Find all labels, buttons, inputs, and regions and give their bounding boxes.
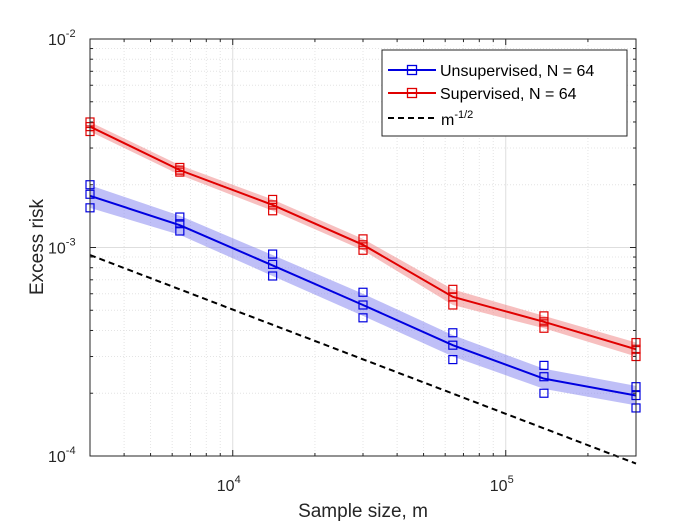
- x-tick-label: 105: [490, 474, 514, 495]
- x-tick-label-base: 10: [490, 478, 508, 495]
- y-tick-label-exponent: -2: [66, 28, 76, 40]
- legend-label-reference: m-1/2: [441, 109, 473, 129]
- y-tick-label-exponent: -3: [66, 237, 76, 249]
- x-tick-label-exponent: 5: [508, 474, 514, 486]
- marker-unsupervised: [539, 360, 549, 370]
- band-unsupervised: [90, 185, 636, 406]
- y-tick-label: 10-3: [48, 237, 76, 258]
- legend-label-supervised: Supervised, N = 64: [440, 86, 577, 103]
- marker-unsupervised: [448, 354, 458, 365]
- series-line-reference: [89, 254, 637, 465]
- marker-supervised: [268, 194, 278, 205]
- marker-unsupervised: [358, 287, 368, 297]
- series-line-unsupervised: [89, 194, 637, 397]
- marker-unsupervised: [358, 313, 368, 323]
- legend-label-reference-base: m: [441, 112, 454, 129]
- marker-unsupervised: [175, 226, 185, 236]
- marker-unsupervised: [539, 388, 549, 398]
- marker-supervised: [539, 317, 549, 327]
- legend: Unsupervised, N = 64 Supervised, N = 64 …: [381, 49, 628, 137]
- marker-unsupervised: [268, 259, 278, 269]
- confidence-bands: [90, 121, 636, 406]
- marker-supervised: [358, 245, 368, 255]
- x-axis-label: Sample size, m: [298, 501, 428, 522]
- marker-unsupervised: [268, 249, 278, 259]
- y-axis-label: Excess risk: [27, 198, 48, 295]
- x-tick-label-base: 10: [217, 478, 235, 495]
- y-tick-label-base: 10: [48, 241, 66, 258]
- marker-unsupervised: [448, 340, 458, 350]
- marker-supervised: [268, 200, 278, 210]
- marker-supervised: [175, 162, 185, 173]
- series-line-supervised: [89, 125, 637, 351]
- marker-supervised: [539, 311, 549, 321]
- marker-supervised: [539, 323, 549, 333]
- y-tick-label: 10-2: [48, 28, 76, 49]
- y-tick-label-base: 10: [48, 449, 66, 466]
- y-tick-label-exponent: -4: [66, 445, 76, 457]
- y-tick-label: 10-4: [48, 445, 76, 466]
- marker-supervised: [268, 206, 278, 216]
- series-lines: [89, 125, 637, 465]
- legend-marker-unsupervised: [406, 64, 418, 76]
- marker-unsupervised: [358, 300, 368, 310]
- marker-supervised: [358, 234, 368, 244]
- y-tick-label-base: 10: [48, 32, 66, 49]
- legend-label-reference-exponent: -1/2: [454, 109, 473, 121]
- marker-supervised: [448, 284, 458, 294]
- marker-unsupervised: [448, 328, 458, 338]
- legend-marker-supervised: [406, 87, 418, 99]
- legend-label-unsupervised: Unsupervised, N = 64: [440, 63, 594, 80]
- marker-unsupervised: [175, 219, 185, 229]
- marker-supervised: [358, 240, 368, 250]
- band-supervised: [90, 121, 636, 357]
- marker-unsupervised: [539, 372, 549, 382]
- marker-unsupervised: [175, 212, 185, 222]
- marker-unsupervised: [268, 271, 278, 281]
- x-tick-label-exponent: 4: [235, 474, 241, 486]
- x-tick-label: 104: [217, 474, 241, 495]
